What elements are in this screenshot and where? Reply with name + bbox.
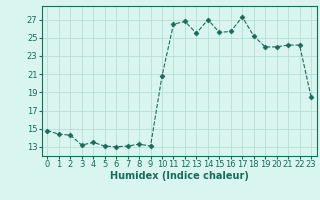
X-axis label: Humidex (Indice chaleur): Humidex (Indice chaleur): [110, 171, 249, 181]
